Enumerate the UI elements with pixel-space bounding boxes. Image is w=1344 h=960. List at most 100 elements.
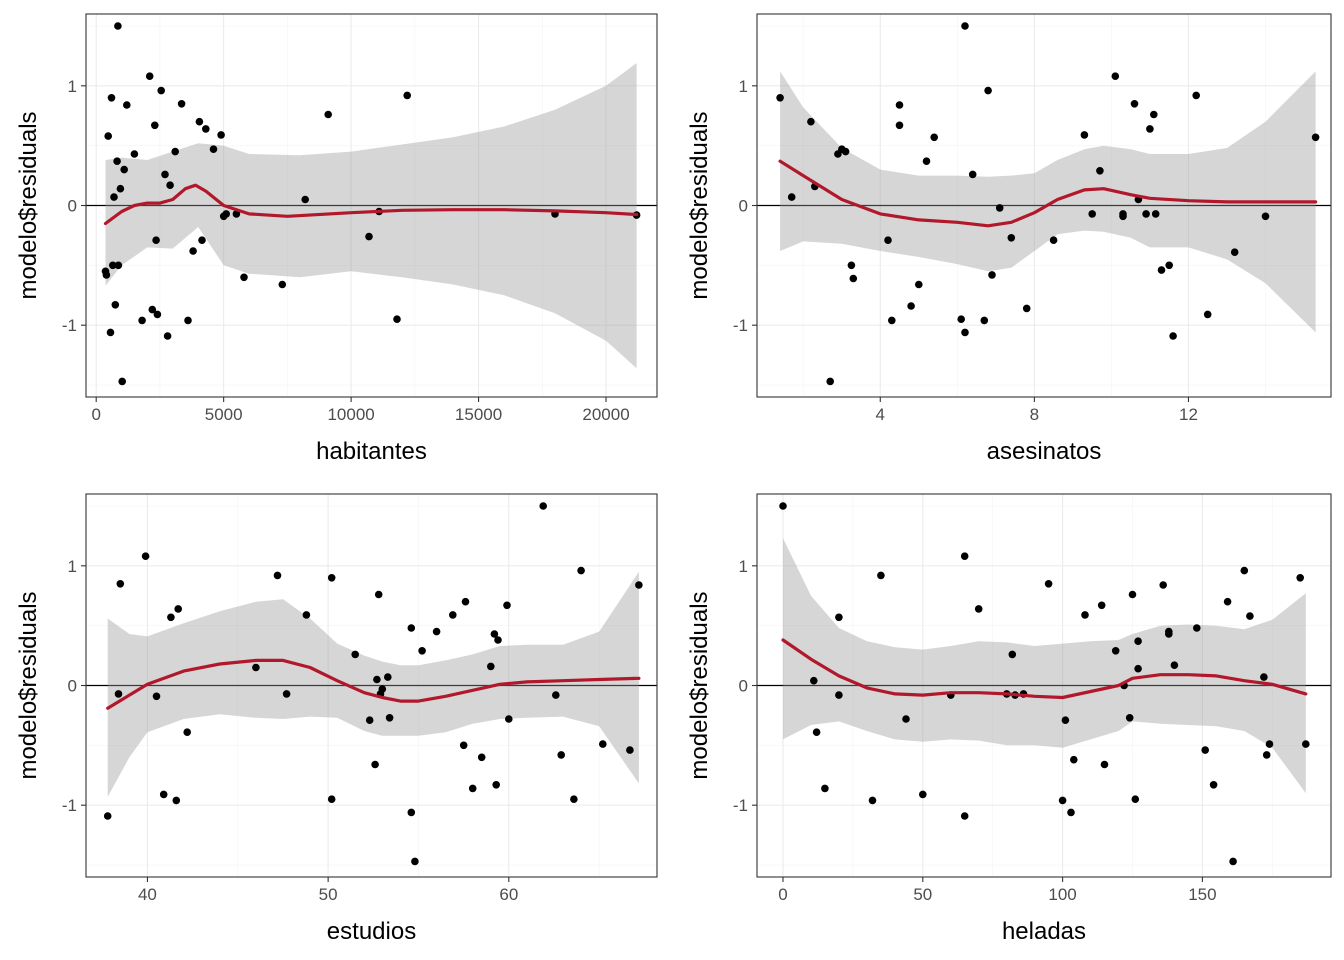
data-point — [1223, 597, 1232, 606]
data-point — [902, 715, 910, 723]
data-point — [1169, 332, 1177, 340]
data-point — [1302, 740, 1310, 748]
data-point — [174, 605, 182, 613]
data-point — [1134, 664, 1142, 673]
x-tick-label: 8 — [1030, 405, 1039, 424]
data-point — [1008, 650, 1017, 659]
data-point — [494, 636, 502, 644]
data-point — [282, 690, 291, 698]
data-point — [884, 236, 892, 244]
data-point — [106, 328, 115, 337]
data-point — [1111, 72, 1120, 80]
data-point — [807, 117, 815, 126]
data-point — [984, 86, 992, 95]
data-point — [1165, 627, 1173, 636]
data-point — [1097, 601, 1106, 610]
data-point — [477, 753, 486, 762]
data-point — [577, 566, 585, 575]
data-point — [109, 261, 117, 270]
data-point — [1159, 581, 1167, 589]
x-tick-label: 20000 — [582, 405, 629, 424]
data-point — [888, 316, 896, 325]
data-point — [177, 100, 186, 108]
y-axis-title: modelo$residuals — [686, 591, 713, 779]
x-tick-label: 50 — [913, 885, 932, 904]
data-point — [503, 601, 511, 610]
data-point — [1096, 167, 1104, 175]
data-point — [961, 328, 969, 337]
data-point — [167, 613, 175, 622]
data-point — [1262, 751, 1271, 759]
data-point — [1070, 755, 1078, 764]
data-point — [1125, 714, 1134, 722]
data-point — [810, 676, 818, 685]
data-point — [107, 94, 116, 102]
data-point — [324, 110, 333, 119]
data-point — [487, 662, 495, 671]
data-point — [118, 377, 126, 386]
x-axis-title: habitantes — [316, 438, 427, 465]
x-tick-label: 0 — [91, 405, 100, 424]
x-tick-label: 4 — [876, 405, 885, 424]
y-tick-label: -1 — [733, 316, 748, 335]
data-point — [505, 715, 513, 723]
data-point — [327, 574, 336, 582]
data-point — [835, 613, 843, 622]
data-point — [492, 781, 501, 789]
x-tick-label: 12 — [1179, 405, 1198, 424]
data-point — [407, 624, 416, 632]
y-tick-label: 0 — [68, 197, 77, 216]
data-point — [974, 605, 983, 613]
data-point — [995, 204, 1004, 212]
data-point — [148, 305, 157, 314]
data-point — [776, 94, 784, 102]
data-point — [459, 741, 468, 750]
data-point — [570, 795, 578, 803]
data-point — [930, 133, 938, 142]
data-point — [114, 690, 123, 698]
data-point — [1067, 808, 1075, 817]
data-point — [1080, 131, 1089, 139]
x-tick-label: 0 — [778, 885, 787, 904]
data-point — [1044, 580, 1053, 588]
y-tick-label: 0 — [68, 677, 77, 696]
data-point — [1193, 624, 1201, 632]
data-point — [116, 184, 125, 193]
data-point — [841, 147, 850, 156]
data-point — [1311, 133, 1320, 142]
data-point — [957, 315, 965, 324]
data-point — [407, 808, 416, 817]
data-point — [116, 580, 125, 588]
data-point — [302, 611, 311, 619]
y-axis-title: modelo$residuals — [15, 591, 42, 779]
data-point — [1157, 266, 1166, 274]
data-point — [1058, 796, 1067, 805]
data-point — [919, 790, 927, 799]
data-point — [468, 784, 477, 793]
x-tick-label: 40 — [138, 885, 157, 904]
data-point — [161, 170, 169, 179]
data-point — [895, 121, 904, 130]
confidence-band — [780, 71, 1316, 333]
confidence-band — [105, 63, 637, 369]
data-point — [847, 261, 856, 270]
data-point — [1049, 236, 1058, 244]
data-point — [1119, 212, 1127, 221]
x-tick-label: 10000 — [327, 405, 374, 424]
data-point — [120, 165, 128, 174]
y-tick-label: 0 — [739, 197, 748, 216]
data-point — [152, 692, 161, 701]
data-point — [114, 22, 122, 30]
data-point — [432, 627, 441, 636]
data-point — [278, 280, 287, 289]
data-point — [490, 630, 499, 638]
y-tick-label: 0 — [739, 677, 748, 696]
data-point — [385, 714, 394, 722]
data-point — [113, 157, 121, 165]
data-point — [1088, 210, 1096, 218]
data-point — [371, 760, 379, 769]
data-point — [1261, 212, 1270, 221]
data-point — [1246, 612, 1254, 620]
data-point — [159, 790, 168, 799]
data-point — [461, 597, 470, 606]
